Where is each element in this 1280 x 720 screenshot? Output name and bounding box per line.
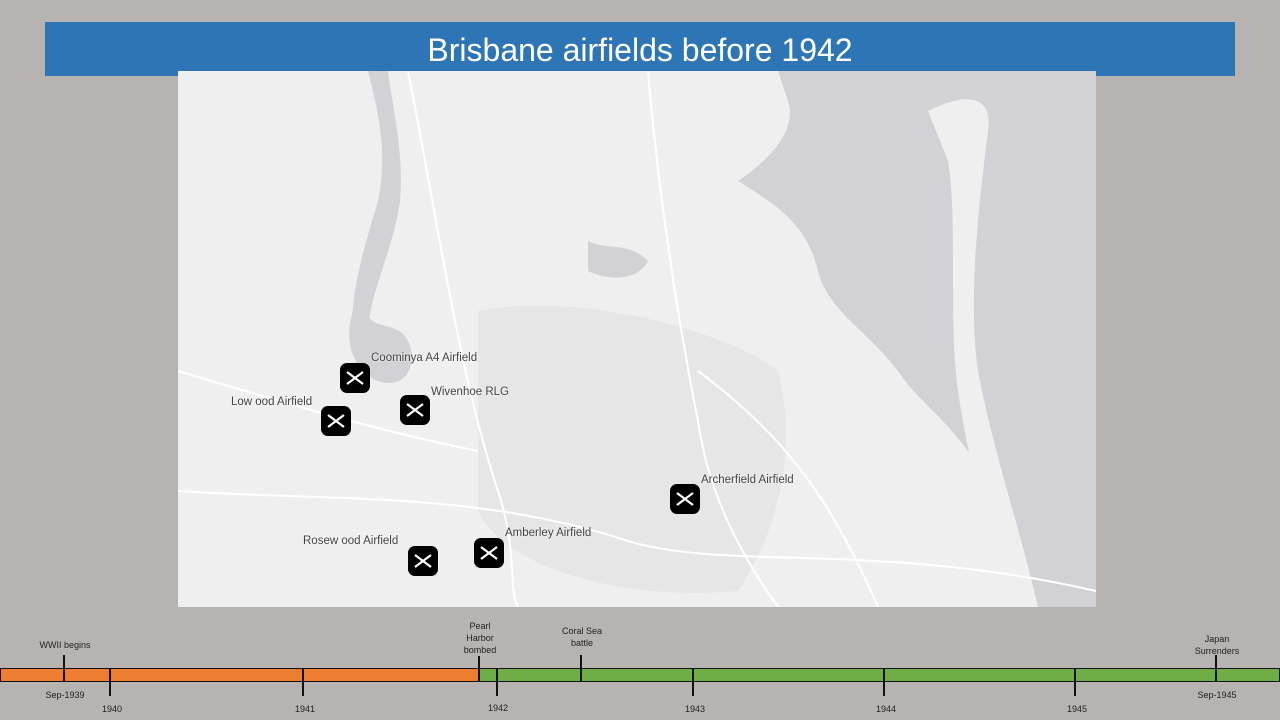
- year-label: 1941: [294, 704, 316, 714]
- airfield-icon: [346, 371, 364, 385]
- year-label: 1942: [487, 703, 509, 713]
- airfield-label: Amberley Airfield: [505, 527, 592, 539]
- airfield-label: Archerfield Airfield: [701, 474, 794, 486]
- lake-somerset: [352, 71, 401, 359]
- event-tick: [580, 655, 582, 682]
- event-tick: [1215, 655, 1217, 682]
- airfield-label: Wivenhoe RLG: [431, 386, 509, 398]
- slide-title: Brisbane airfields before 1942: [45, 22, 1235, 76]
- map[interactable]: Coominya A4 Airfield Low ood Airfield Wi…: [178, 71, 1096, 607]
- year-tick: [692, 668, 694, 696]
- event-label: WWII begins: [39, 640, 91, 650]
- year-label: 1945: [1066, 704, 1088, 714]
- event-tick: [63, 655, 65, 682]
- airfield-marker-rosewood[interactable]: [408, 546, 438, 576]
- year-tick: [883, 668, 885, 696]
- event-tick: [478, 656, 480, 682]
- airfield-icon: [480, 546, 498, 560]
- airfield-icon: [676, 492, 694, 506]
- stradbroke-island: [928, 99, 1038, 607]
- airfield-marker-amberley[interactable]: [474, 538, 504, 568]
- airfield-marker-archerfield[interactable]: [670, 484, 700, 514]
- year-tick: [109, 668, 111, 696]
- event-label: Pearl Harbor bombed: [463, 621, 497, 655]
- event-label: Coral Sea battle: [561, 626, 603, 648]
- airfield-label: Rosew ood Airfield: [303, 535, 399, 547]
- year-label: 1940: [101, 704, 123, 714]
- event-date: Sep-1939: [45, 690, 85, 700]
- event-date: Sep-1945: [1197, 690, 1237, 700]
- pine-lake: [588, 241, 648, 278]
- year-label: 1944: [875, 704, 897, 714]
- airfield-icon: [414, 554, 432, 568]
- airfield-icon: [406, 403, 424, 417]
- year-tick: [1074, 668, 1076, 696]
- airfield-marker-lowood[interactable]: [321, 406, 351, 436]
- airfield-label: Coominya A4 Airfield: [371, 352, 478, 364]
- brisbane-urban: [478, 305, 786, 593]
- airfield-marker-coominya[interactable]: [340, 363, 370, 393]
- airfield-marker-wivenhoe[interactable]: [400, 395, 430, 425]
- event-label: Japan Surrenders: [1194, 634, 1240, 656]
- moreton-bay: [738, 71, 1096, 607]
- timeline-after-segment: [479, 668, 1280, 682]
- map-base: [178, 71, 1096, 607]
- year-label: 1943: [684, 704, 706, 714]
- airfield-icon: [327, 414, 345, 428]
- airfield-label: Low ood Airfield: [231, 396, 313, 408]
- year-tick: [496, 668, 498, 696]
- timeline-before-segment: [0, 668, 481, 682]
- roads: [178, 71, 1096, 607]
- year-tick: [302, 668, 304, 696]
